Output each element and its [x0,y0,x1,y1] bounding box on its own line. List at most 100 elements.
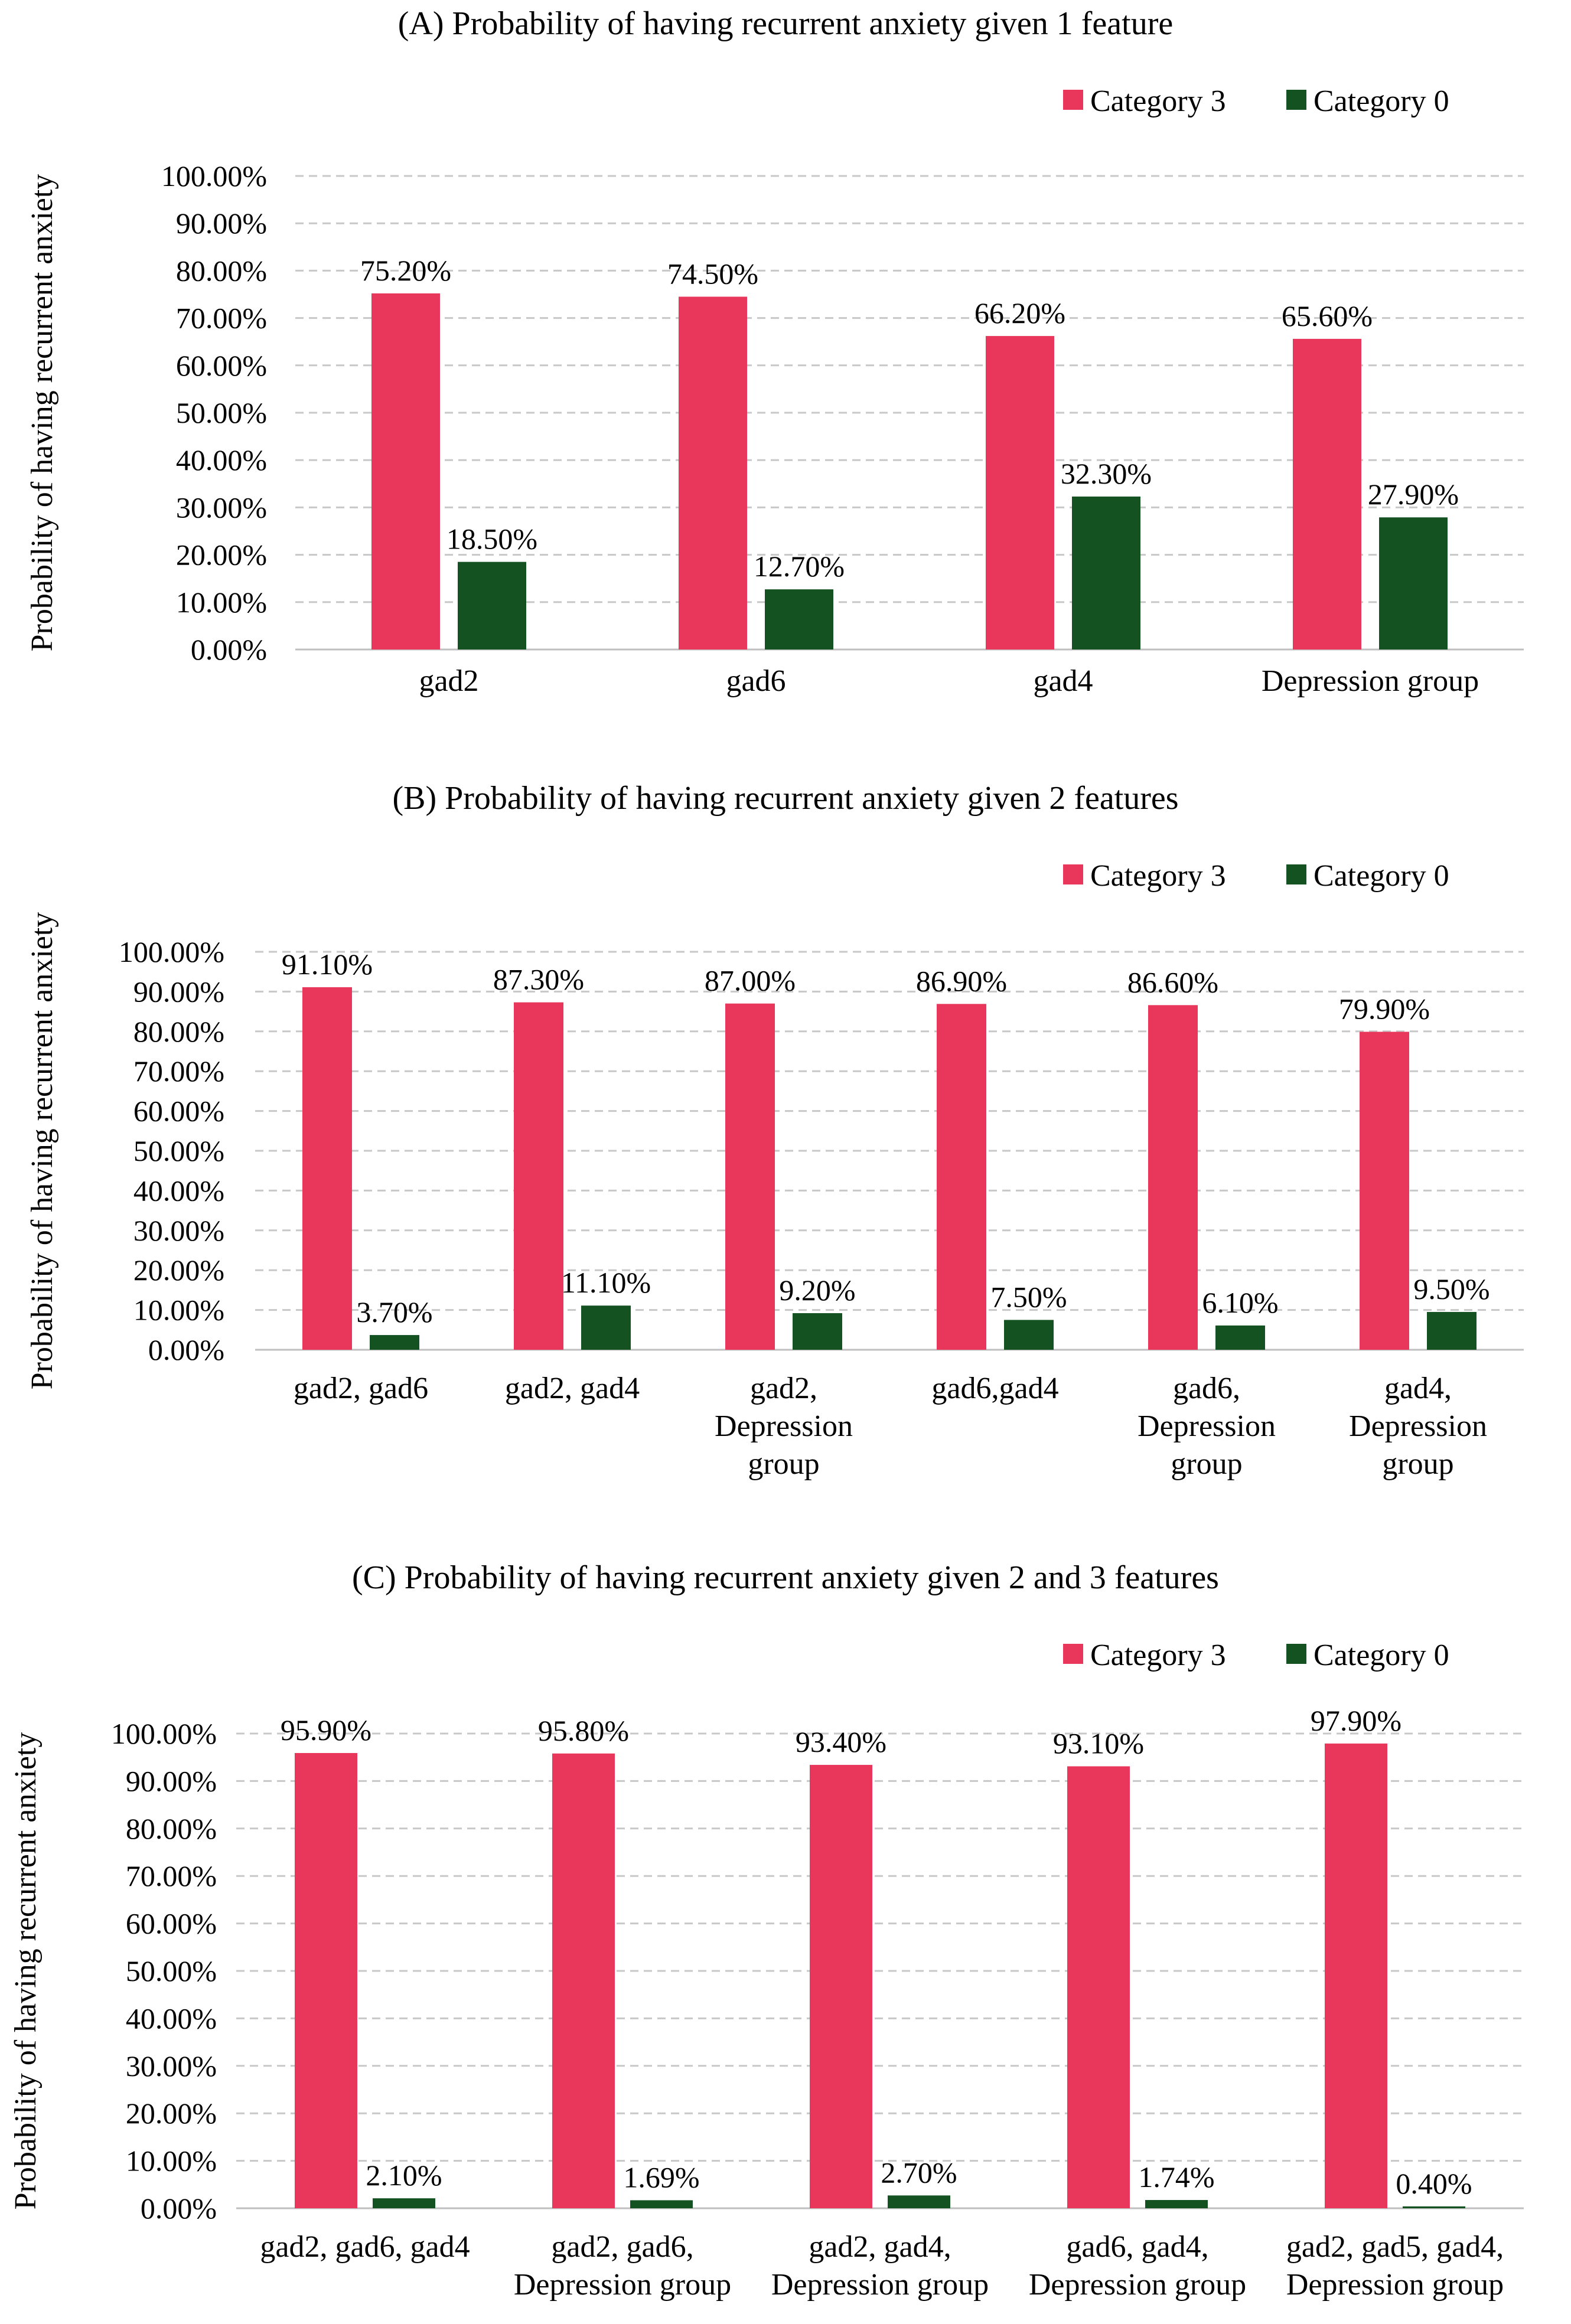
y-tick-label: 0.00% [141,2192,217,2225]
bar-category0 [373,2198,435,2208]
y-tick-label: 70.00% [126,1859,217,1892]
bar-category3 [371,293,440,649]
y-tick-label: 0.00% [148,1333,224,1366]
bar-category3 [514,1002,563,1350]
legend-swatch-category0 [1286,1644,1306,1664]
legend-label-category0: Category 0 [1313,1638,1449,1672]
bar-category0 [1004,1320,1054,1350]
data-label-category0: 2.10% [366,2159,442,2192]
data-label-category3: 66.20% [974,296,1065,329]
bar-category0 [1215,1325,1265,1350]
legend-label-category3: Category 3 [1090,1638,1226,1672]
y-tick-label: 40.00% [126,2002,217,2035]
bar-category3 [1325,1743,1387,2208]
data-label-category3: 86.60% [1127,965,1218,998]
bar-category0 [1072,496,1140,649]
bar-category0 [370,1335,419,1350]
data-label-category3: 87.00% [705,964,796,997]
y-tick-label: 60.00% [126,1907,217,1940]
x-category-label: gad2, gad6 [294,1372,428,1405]
y-tick-label: 100.00% [161,159,267,192]
data-label-category0: 9.50% [1413,1272,1489,1305]
y-tick-label: 60.00% [176,349,267,382]
y-tick-label: 70.00% [176,302,267,335]
data-label-category3: 75.20% [360,254,451,287]
x-category-label: gad2, gad5, gad4, [1286,2230,1504,2264]
x-category-label: Depression group [771,2268,989,2302]
y-tick-label: 10.00% [133,1294,224,1327]
bar-category3 [1293,338,1361,649]
bar-category0 [765,589,833,649]
bar-category0 [1379,517,1448,649]
x-category-label: gad6, gad4, [1066,2230,1208,2264]
data-label-category0: 1.69% [623,2160,699,2194]
y-tick-label: 30.00% [176,491,267,524]
data-label-category3: 95.80% [538,1714,629,1747]
data-label-category3: 74.50% [667,257,758,290]
data-label-category3: 91.10% [282,948,373,981]
data-label-category3: 93.40% [796,1725,886,1758]
y-tick-label: 40.00% [133,1174,224,1207]
y-tick-label: 80.00% [126,1812,217,1845]
legend-swatch-category0 [1286,864,1306,884]
data-label-category0: 7.50% [990,1280,1067,1313]
x-category-label: group [1382,1447,1453,1481]
data-label-category0: 2.70% [881,2156,957,2189]
y-tick-label: 20.00% [133,1254,224,1287]
bar-category3 [1148,1005,1198,1350]
data-label-category3: 97.90% [1311,1704,1401,1737]
y-tick-label: 80.00% [133,1015,224,1048]
x-category-label: gad4, [1384,1372,1452,1405]
x-category-label: gad2, gad4 [505,1372,640,1405]
data-label-category0: 11.10% [561,1266,651,1299]
y-tick-label: 90.00% [126,1764,217,1797]
data-label-category0: 6.10% [1202,1286,1278,1319]
legend-swatch-category3 [1063,864,1083,884]
bar-category3 [679,296,747,649]
data-label-category3: 79.90% [1339,992,1430,1025]
bar-category3 [810,1765,872,2208]
legend-label-category3: Category 3 [1090,84,1226,118]
x-category-label: Depression [1349,1409,1487,1443]
bar-category0 [793,1313,842,1350]
bar-category0 [888,2195,950,2208]
y-tick-label: 30.00% [126,2049,217,2083]
x-category-label: gad6 [726,664,786,698]
y-tick-label: 90.00% [176,207,267,240]
bar-category3 [295,1752,357,2208]
data-label-category0: 9.20% [779,1274,855,1307]
data-label-category3: 87.30% [493,963,584,996]
x-category-label: gad2, gad6, gad4 [260,2230,470,2264]
chart-title: (B) Probability of having recurrent anxi… [392,780,1178,817]
x-category-label: gad4 [1033,664,1093,698]
bar-category3 [725,1003,775,1350]
y-tick-label: 100.00% [119,935,224,968]
data-label-category3: 65.60% [1282,299,1373,332]
x-category-label: gad2, gad4, [809,2230,951,2264]
x-category-label: gad2, gad6, [551,2230,693,2264]
bar-category3 [937,1004,986,1350]
y-tick-label: 80.00% [176,254,267,287]
data-label-category0: 27.90% [1368,478,1459,511]
bar-category3 [302,987,352,1350]
data-label-category0: 3.70% [356,1295,432,1329]
chart-title: (C) Probability of having recurrent anxi… [352,1559,1219,1596]
data-label-category3: 95.90% [281,1713,371,1747]
x-category-label: gad2, [750,1372,817,1405]
x-category-label: group [1171,1447,1242,1481]
y-tick-label: 10.00% [126,2145,217,2178]
legend-label-category0: Category 0 [1313,859,1449,893]
x-category-label: Depression [1137,1409,1276,1443]
y-tick-label: 50.00% [176,396,267,429]
data-label-category3: 93.10% [1053,1726,1144,1760]
data-label-category0: 32.30% [1061,457,1152,490]
y-tick-label: 90.00% [133,975,224,1008]
y-tick-label: 30.00% [133,1214,224,1247]
x-category-label: gad2 [419,664,478,698]
y-tick-label: 20.00% [176,538,267,572]
y-axis-label: Probability of having recurrent anxiety [9,1732,43,2210]
x-category-label: Depression group [1286,2268,1504,2302]
y-tick-label: 50.00% [133,1134,224,1167]
legend-label-category0: Category 0 [1313,84,1449,118]
